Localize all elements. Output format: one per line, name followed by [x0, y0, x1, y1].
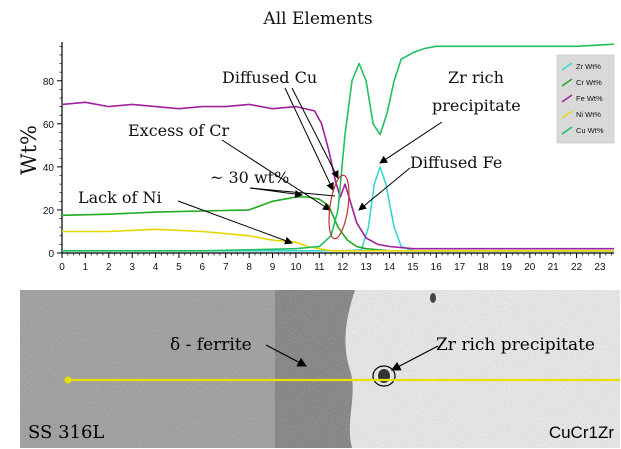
legend-swatch	[561, 110, 573, 119]
micrograph: δ - ferrite Zr rich precipitate SS 316L …	[20, 290, 620, 448]
legend-entry: Fe Wt%	[576, 94, 603, 103]
legend-swatch	[561, 62, 573, 71]
legend-swatch	[561, 94, 573, 103]
series-lines	[61, 43, 615, 252]
legend-entry: Zr Wt%	[576, 62, 601, 71]
x-tick-label: 8	[246, 262, 252, 273]
label-ferrite: δ - ferrite	[170, 335, 252, 355]
x-tick-label: 0	[59, 262, 65, 273]
arrow-precipitate	[390, 345, 439, 371]
x-tick-label: 18	[477, 262, 489, 273]
y-tick-label: 0	[48, 249, 54, 260]
legend-entry: Cr Wt%	[576, 78, 602, 87]
x-tick-label: 3	[129, 262, 135, 273]
x-tick-label: 11	[314, 262, 325, 273]
x-tick-label: 2	[106, 262, 112, 273]
series-line-fe	[61, 101, 614, 250]
precipitate-circle	[372, 365, 396, 387]
legend-entry: Ni Wt%	[576, 110, 601, 119]
x-tick-label: 14	[384, 262, 396, 273]
x-tick-label: 5	[176, 262, 182, 273]
label-ss316l: SS 316L	[28, 422, 104, 443]
legend-swatch	[561, 126, 573, 135]
annotation-diffused-fe: Diffused Fe	[410, 153, 502, 172]
x-tick-label: 1	[83, 262, 89, 273]
x-tick-label: 15	[407, 262, 419, 273]
label-cucr1zr: CuCr1Zr	[549, 423, 615, 442]
linescan-start-dot	[64, 376, 72, 384]
arrow-zr-precipitate	[379, 121, 443, 164]
arrow-lack-of-ni	[177, 200, 293, 245]
x-tick-label: 22	[571, 262, 583, 273]
annotation-diffused-cu: Diffused Cu	[222, 68, 317, 87]
series-line-cu	[62, 43, 615, 252]
x-tick-label: 6	[200, 262, 206, 273]
annotation-lack-of-ni: Lack of Ni	[78, 188, 162, 207]
annotations: Diffused Cu Zr rich precipitate Excess o…	[78, 68, 521, 245]
y-tick-labels: 0 20 40 60 80	[43, 77, 55, 260]
x-tick-label: 19	[501, 262, 513, 273]
y-tick-label: 40	[43, 163, 55, 174]
label-precipitate: Zr rich precipitate	[436, 335, 595, 355]
arrow-diffused-cu-1	[284, 87, 334, 191]
x-tick-label: 21	[548, 262, 560, 273]
arrow-excess-cr	[221, 139, 331, 211]
x-tick-labels: 0 1 2 3 4 5 6 7 8 9 10 11 12 13 14 15 16 17 18 19 20 21 22 23	[59, 262, 606, 273]
legend: Zr Wt% Cr Wt% Fe Wt% Ni Wt% Cu Wt%	[556, 54, 615, 144]
x-tick-label: 16	[431, 262, 443, 273]
annotation-excess-cr: Excess of Cr	[128, 121, 230, 140]
y-tick-label: 80	[43, 77, 55, 88]
axis-ticks	[57, 45, 613, 258]
x-tick-label: 20	[524, 262, 536, 273]
arrow-diffused-fe	[358, 167, 411, 211]
y-axis-label: Wt%	[17, 125, 41, 175]
annotation-precipitate: precipitate	[432, 96, 521, 115]
chart-title: All Elements	[262, 9, 372, 29]
series-line-ni	[62, 228, 614, 252]
annotation-zr-rich: Zr rich	[448, 68, 504, 87]
arrow-ferrite	[265, 344, 308, 367]
y-tick-label: 20	[43, 206, 55, 217]
legend-swatch	[561, 78, 573, 87]
legend-entry: Cu Wt%	[576, 126, 604, 135]
x-tick-label: 13	[361, 262, 373, 273]
dark-spot	[430, 293, 436, 303]
annotation-30-wt: ~ 30 wt%	[210, 168, 289, 187]
x-tick-label: 23	[594, 262, 606, 273]
arrow-diffused-cu-2	[291, 87, 339, 179]
x-tick-label: 9	[270, 262, 276, 273]
bracket-30-wt-right	[249, 187, 336, 197]
plot-area: 0 1 2 3 4 5 6 7 8 9 10 11 12 13 14 15 16 17 18 19 20 21 22 23 0…	[43, 42, 615, 273]
diffusion-ellipse	[328, 174, 350, 240]
x-tick-label: 12	[337, 262, 349, 273]
x-tick-label: 7	[223, 262, 229, 273]
y-tick-label: 60	[43, 120, 55, 131]
x-tick-label: 4	[153, 262, 159, 273]
x-tick-label: 17	[454, 262, 466, 273]
x-tick-label: 10	[290, 262, 302, 273]
